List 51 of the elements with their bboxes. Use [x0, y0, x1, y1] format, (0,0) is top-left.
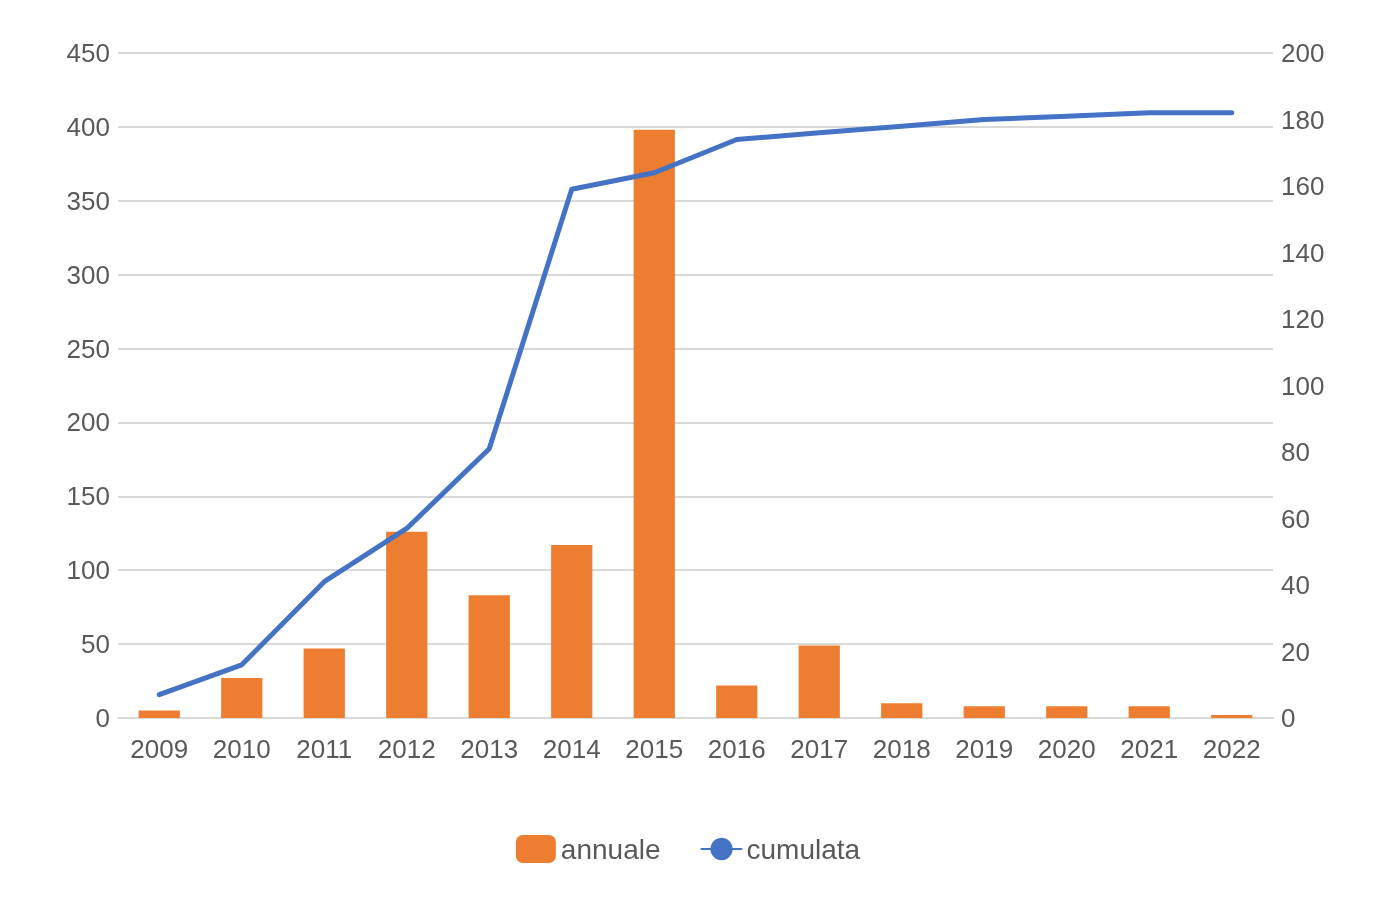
- y2-tick-label: 40: [1281, 570, 1310, 600]
- x-tick-label: 2017: [790, 734, 849, 764]
- y2-tick-label: 140: [1281, 237, 1325, 268]
- legend-label: annuale: [560, 833, 661, 865]
- legend-label: cumulata: [746, 833, 861, 865]
- bar: [633, 129, 675, 718]
- y-tick-label: 400: [66, 111, 110, 142]
- x-tick-label: 2013: [460, 734, 519, 764]
- bar: [1046, 706, 1088, 718]
- y-tick-label: 350: [66, 185, 110, 216]
- bar: [386, 531, 428, 718]
- bar: [551, 545, 593, 718]
- y2-tick-label: 20: [1281, 636, 1310, 667]
- bar: [138, 710, 180, 718]
- x-tick-label: 2009: [130, 734, 189, 764]
- x-tick-label: 2016: [707, 734, 766, 764]
- y2-tick-label: 100: [1281, 370, 1325, 401]
- y2-tick-label: 160: [1281, 171, 1325, 201]
- y-tick-label: 100: [66, 555, 110, 586]
- y2-tick-label: 200: [1281, 38, 1325, 68]
- bar: [963, 706, 1005, 718]
- y2-tick-label: 0: [1281, 703, 1296, 733]
- y-tick-label: 50: [81, 629, 110, 660]
- bar: [798, 645, 840, 718]
- bar: [221, 678, 263, 718]
- bar: [716, 685, 758, 718]
- y-tick-label: 450: [66, 38, 110, 68]
- bar: [1128, 706, 1170, 718]
- x-tick-label: 2015: [625, 734, 684, 764]
- bar: [881, 703, 923, 718]
- x-tick-label: 2019: [955, 734, 1014, 764]
- x-tick-label: 2014: [542, 734, 601, 764]
- y2-tick-label: 60: [1281, 503, 1310, 534]
- y-tick-label: 300: [66, 259, 110, 290]
- x-tick-label: 2022: [1202, 734, 1261, 764]
- y-tick-label: 0: [95, 703, 110, 733]
- x-tick-label: 2012: [377, 734, 436, 764]
- x-tick-label: 2011: [296, 734, 353, 764]
- x-tick-label: 2018: [872, 734, 931, 764]
- y-tick-label: 250: [66, 333, 110, 364]
- y-tick-label: 200: [66, 407, 110, 438]
- y2-tick-label: 120: [1281, 304, 1325, 334]
- bar: [1211, 715, 1253, 718]
- bar: [468, 595, 510, 718]
- y2-tick-label: 80: [1281, 437, 1310, 467]
- y-tick-label: 150: [66, 481, 110, 512]
- x-tick-label: 2020: [1037, 734, 1096, 764]
- x-tick-label: 2010: [212, 734, 271, 764]
- bar: [303, 648, 345, 718]
- y2-tick-label: 180: [1281, 104, 1325, 135]
- x-tick-label: 2021: [1120, 734, 1179, 764]
